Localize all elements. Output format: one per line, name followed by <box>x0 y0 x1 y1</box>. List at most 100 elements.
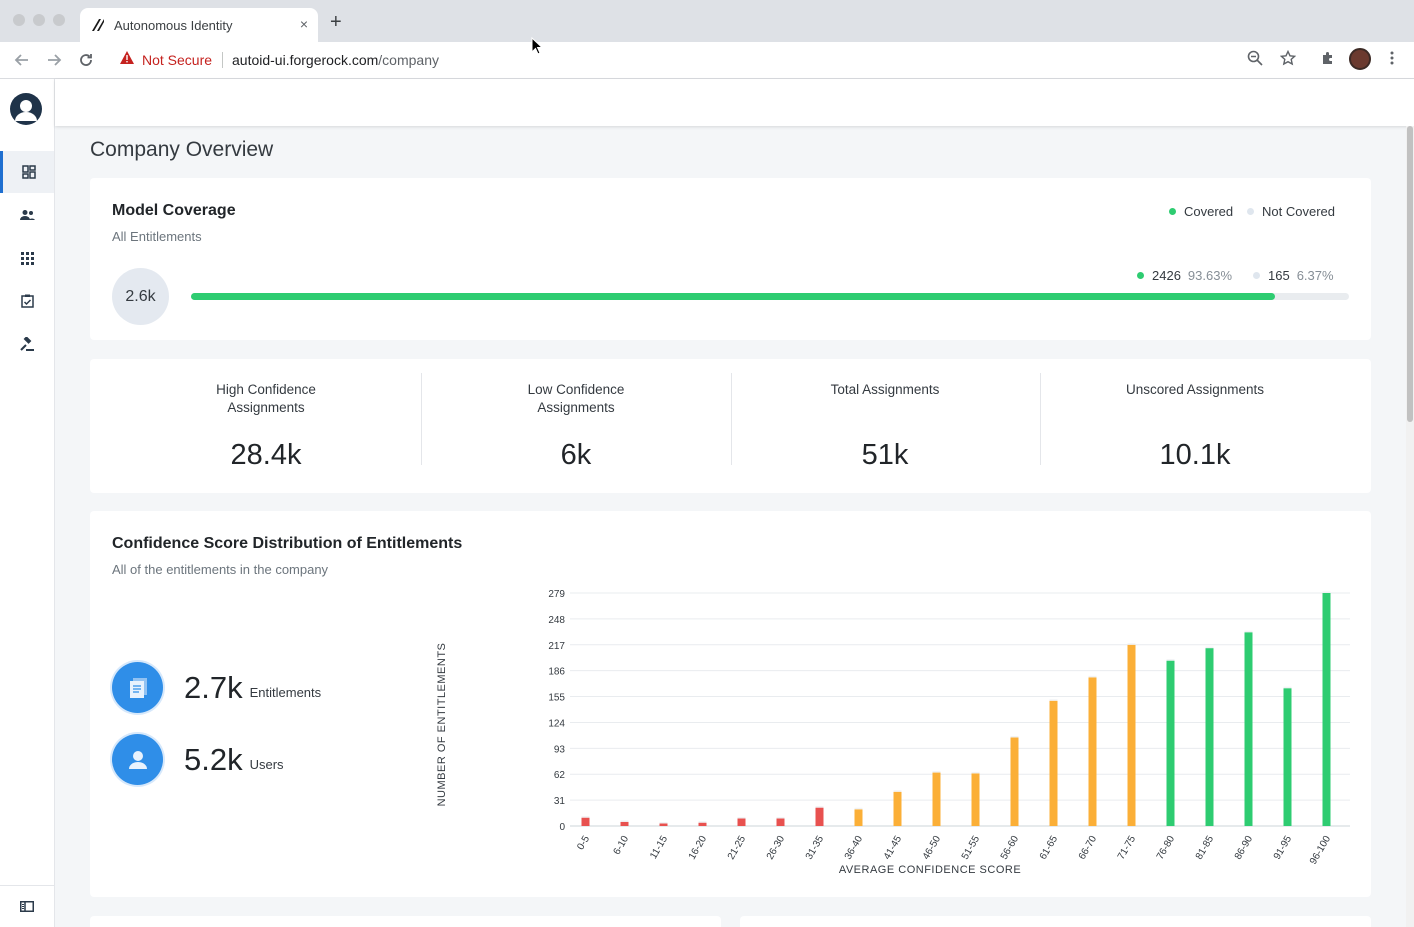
bar <box>776 818 785 826</box>
scrollbar-thumb[interactable] <box>1407 126 1413 422</box>
y-tick-label: 0 <box>559 822 565 833</box>
x-tick-label: 16-20 <box>687 834 710 862</box>
x-tick-label: 0-5 <box>575 834 592 852</box>
bar <box>854 809 863 826</box>
user-icon <box>128 750 147 769</box>
extensions-puzzle-icon[interactable] <box>1320 50 1336 66</box>
y-tick-label: 186 <box>548 667 565 678</box>
covered-stat-dot <box>1137 272 1144 279</box>
model-coverage-title: Model Coverage <box>112 202 236 219</box>
x-tick-label: 26-30 <box>765 834 788 862</box>
bar <box>581 817 590 826</box>
bar-cap <box>893 790 902 792</box>
sidebar-item-users[interactable] <box>0 194 54 236</box>
not-covered-stat-dot <box>1253 272 1260 279</box>
back-icon[interactable] <box>14 52 30 68</box>
users-stat-circle <box>112 734 163 785</box>
url-host: autoid-ui.forgerock.com <box>232 52 379 68</box>
bar-cap <box>737 816 746 819</box>
bar-cap <box>1010 735 1019 738</box>
x-tick-label: 51-55 <box>960 834 983 862</box>
legend-not-covered: Not Covered <box>1247 204 1335 219</box>
sidebar-item-admin[interactable] <box>0 323 54 365</box>
y-tick-label: 124 <box>548 718 565 729</box>
x-tick-label: 61-65 <box>1038 834 1061 862</box>
metric-divider <box>731 373 732 465</box>
covered-percent: 93.63% <box>1187 268 1233 283</box>
bar-cap <box>1049 699 1058 701</box>
metric-unscored-assignments: Unscored Assignments 10.1k <box>1040 373 1350 472</box>
distribution-title: Confidence Score Distribution of Entitle… <box>112 535 463 552</box>
x-tick-label: 81-85 <box>1194 834 1217 862</box>
sidebar-item-applications[interactable] <box>0 237 54 279</box>
model-coverage-subtitle: All Entitlements <box>112 229 202 244</box>
sidebar-item-rules[interactable] <box>0 280 54 322</box>
coverage-progress-fill <box>191 293 1276 300</box>
user-silhouette-icon <box>11 94 41 124</box>
y-tick-label: 279 <box>548 589 565 600</box>
browser-toolbar: Not Secure autoid-ui.forgerock.com/compa… <box>0 42 1414 79</box>
y-tick-label: 31 <box>554 796 566 807</box>
legend-covered: Covered <box>1169 204 1233 219</box>
app-sidebar <box>0 79 55 927</box>
document-icon <box>129 677 147 698</box>
bar <box>1205 648 1214 826</box>
legend-covered-dot <box>1169 208 1176 215</box>
metric-label: Unscored Assignments <box>1125 382 1265 397</box>
page-title: Company Overview <box>90 138 274 161</box>
window-minimize-control[interactable] <box>33 14 45 26</box>
metric-value: 51k <box>861 439 909 471</box>
bar <box>1127 644 1136 826</box>
not-covered-count: 165 <box>1268 268 1290 283</box>
url-path: /company <box>378 52 439 68</box>
y-axis-title: NUMBER OF ENTITLEMENTS <box>436 643 448 807</box>
bar <box>1049 700 1058 826</box>
y-tick-label: 62 <box>554 770 566 781</box>
bar-cap <box>659 821 668 824</box>
next-card-right <box>740 916 1371 927</box>
bar-cap <box>1244 630 1253 633</box>
warning-icon <box>120 51 134 64</box>
bar-cap <box>1166 659 1175 661</box>
x-tick-label: 11-15 <box>648 834 670 861</box>
metric-value: 10.1k <box>1159 439 1231 471</box>
security-status[interactable]: Not Secure <box>142 52 213 68</box>
user-avatar[interactable] <box>10 93 42 125</box>
x-tick-label: 21-25 <box>726 834 749 862</box>
forward-icon[interactable] <box>46 52 62 68</box>
metric-label: Low Confidence Assignments <box>527 382 625 415</box>
new-tab-button[interactable]: + <box>330 11 342 33</box>
page-scrollbar[interactable] <box>1406 126 1414 927</box>
bar-cap <box>698 821 707 823</box>
covered-count: 2426 <box>1152 268 1181 283</box>
x-tick-label: 86-90 <box>1233 834 1256 862</box>
bar-cap <box>1127 643 1136 645</box>
zoom-icon[interactable] <box>1247 50 1263 66</box>
browser-tab-bar: Autonomous Identity × + <box>0 0 1414 42</box>
browser-profile-avatar[interactable] <box>1349 48 1371 70</box>
bar <box>1322 593 1331 826</box>
not-covered-stat: 165 6.37% <box>1253 268 1334 283</box>
bar-cap <box>1322 591 1331 593</box>
sidebar-toggle-button[interactable] <box>0 885 54 927</box>
window-zoom-control[interactable] <box>53 14 65 26</box>
metric-label: High Confidence Assignments <box>216 382 316 415</box>
browser-menu-icon[interactable] <box>1384 50 1400 66</box>
legend-not-covered-dot <box>1247 208 1254 215</box>
coverage-total-badge: 2.6k <box>112 268 169 325</box>
model-coverage-card: Model Coverage All Entitlements Covered … <box>90 178 1371 340</box>
legend-covered-label: Covered <box>1184 204 1234 219</box>
reload-icon[interactable] <box>78 52 94 68</box>
address-bar[interactable]: Not Secure autoid-ui.forgerock.com/compa… <box>108 46 1304 74</box>
browser-tab[interactable]: Autonomous Identity × <box>80 8 318 42</box>
close-tab-icon[interactable]: × <box>299 16 308 32</box>
bookmark-star-icon[interactable] <box>1280 50 1296 66</box>
x-tick-label: 6-10 <box>612 834 632 857</box>
panel-toggle-icon <box>20 901 34 912</box>
sidebar-item-dashboard[interactable] <box>0 151 54 193</box>
window-close-control[interactable] <box>13 14 25 26</box>
url-text[interactable]: autoid-ui.forgerock.com/company <box>232 52 439 68</box>
x-tick-label: 66-70 <box>1077 834 1100 862</box>
entitlements-stat-circle <box>112 662 163 713</box>
metric-low-confidence: Low Confidence Assignments 6k <box>421 373 731 472</box>
